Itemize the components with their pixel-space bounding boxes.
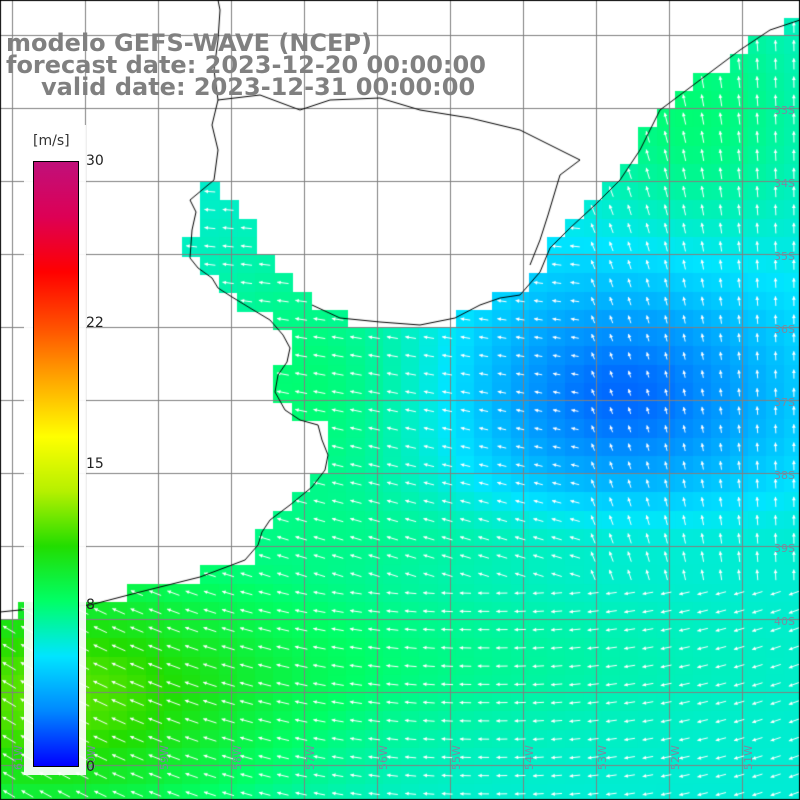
colorbar-tick-label: 22	[86, 314, 104, 331]
longitude-label: 58W	[231, 745, 244, 770]
longitude-label: 56W	[377, 745, 390, 770]
longitude-label: 51W	[742, 745, 755, 770]
longitude-label: 59W	[158, 745, 171, 770]
longitude-label: 57W	[304, 745, 317, 770]
colorbar-tick-label: 8	[86, 597, 95, 614]
latitude-label: 35S	[774, 250, 795, 263]
valid-date: valid date: 2023-12-31 00:00:00	[41, 73, 476, 101]
longitude-label: 52W	[669, 745, 682, 770]
colorbar-tick-label: 0	[86, 759, 95, 775]
latitude-label: 37S	[774, 396, 795, 409]
latitude-label: 36S	[774, 323, 795, 336]
latitude-label: 33S	[774, 104, 795, 117]
longitude-label: 53W	[596, 745, 609, 770]
longitude-label: 54W	[523, 745, 536, 770]
latitude-label: 38S	[774, 469, 795, 482]
latitude-label: 34S	[774, 177, 795, 190]
colorbar-unit: [m/s]	[33, 133, 70, 149]
longitude-label: 55W	[450, 745, 463, 770]
model-title: modelo GEFS-WAVE (NCEP)	[6, 29, 372, 57]
latitude-label: 39S	[774, 542, 795, 555]
forecast-date: forecast date: 2023-12-20 00:00:00	[6, 51, 486, 79]
latitude-label: 40S	[774, 615, 795, 628]
colorbar	[33, 161, 79, 767]
colorbar-tick-label: 30	[86, 153, 104, 169]
colorbar-tick-label: 15	[86, 456, 104, 472]
